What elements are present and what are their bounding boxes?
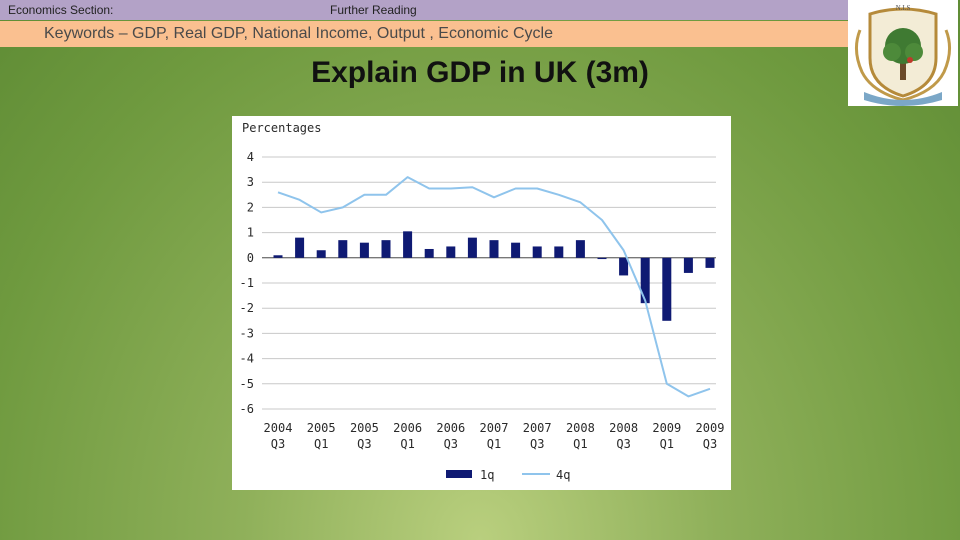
bar-1q	[705, 257, 715, 268]
bar-1q	[683, 257, 693, 273]
x-tick-quarter: Q3	[271, 437, 285, 451]
x-tick-quarter: Q3	[357, 437, 371, 451]
bar-1q	[640, 257, 650, 304]
bar-1q	[511, 242, 521, 258]
x-tick-year: 2004	[264, 421, 293, 435]
x-tick-quarter: Q3	[444, 437, 458, 451]
x-tick-year: 2005	[307, 421, 336, 435]
x-tick-quarter: Q3	[530, 437, 544, 451]
x-tick-year: 2007	[480, 421, 509, 435]
x-tick-year: 2007	[523, 421, 552, 435]
x-tick-quarter: Q1	[314, 437, 328, 451]
y-tick-label: 3	[247, 175, 254, 189]
bar-1q	[597, 257, 607, 260]
x-tick-year: 2008	[609, 421, 638, 435]
bar-1q	[489, 240, 499, 258]
x-tick-quarter: Q3	[616, 437, 630, 451]
bar-1q	[338, 240, 348, 258]
line-4q	[277, 176, 711, 398]
top-bar: Economics Section: Further Reading	[0, 0, 848, 20]
y-tick-label: -4	[240, 352, 254, 366]
x-tick-year: 2008	[566, 421, 595, 435]
gdp-chart-svg: Percentages 4 3 2 1 0 -1 -2 -3 -4 -5 -6 2004 Q3 2005 Q…	[240, 121, 725, 482]
x-tick-quarter: Q1	[660, 437, 674, 451]
x-tick-year: 2009	[696, 421, 725, 435]
x-tick-quarter: Q3	[703, 437, 717, 451]
x-tick-quarter: Q1	[400, 437, 414, 451]
legend-label-1q: 1q	[480, 468, 494, 482]
y-axis-label: Percentages	[242, 121, 321, 135]
x-tick-year: 2006	[436, 421, 465, 435]
keywords-text: Keywords – GDP, Real GDP, National Incom…	[44, 25, 553, 42]
y-tick-label: 2	[247, 200, 254, 214]
bar-1q	[295, 237, 305, 258]
legend-label-4q: 4q	[556, 468, 570, 482]
bar-1q	[316, 250, 326, 258]
x-tick-quarter: Q1	[573, 437, 587, 451]
y-tick-label: -1	[240, 276, 254, 290]
further-reading-link[interactable]: Further Reading	[330, 3, 417, 17]
bar-1q	[467, 237, 477, 258]
bar-1q	[619, 257, 629, 276]
y-tick-label: -6	[240, 402, 254, 416]
school-logo: N.I.S	[848, 0, 958, 106]
bar-1q	[381, 240, 391, 258]
bar-1q	[532, 246, 542, 258]
section-label: Economics Section:	[8, 3, 114, 17]
bar-1q	[403, 231, 413, 258]
y-tick-label: -2	[240, 301, 254, 315]
x-tick-year: 2005	[350, 421, 379, 435]
bar-1q	[554, 246, 564, 258]
logo-text: N.I.S	[895, 4, 911, 12]
bar-1q	[359, 242, 369, 258]
bar-1q	[575, 240, 585, 258]
bar-1q	[424, 248, 434, 258]
x-tick-quarter: Q1	[487, 437, 501, 451]
gdp-chart: Percentages 4 3 2 1 0 -1 -2 -3 -4 -5 -6 2004 Q3 2005 Q…	[232, 116, 731, 490]
legend-swatch-1q	[446, 470, 472, 478]
y-tick-label: 4	[247, 150, 254, 164]
y-tick-label: 1	[247, 226, 254, 240]
y-tick-label: -3	[240, 326, 254, 340]
x-tick-year: 2006	[393, 421, 422, 435]
page-title: Explain GDP in UK (3m)	[311, 56, 649, 89]
x-tick-year: 2009	[652, 421, 681, 435]
school-crest-icon	[855, 7, 951, 106]
bar-1q	[446, 246, 456, 258]
bar-1q	[662, 257, 672, 321]
bar-1q	[273, 255, 283, 258]
y-tick-label: 0	[247, 251, 254, 265]
y-tick-label: -5	[240, 377, 254, 391]
keywords-bar: Keywords – GDP, Real GDP, National Incom…	[0, 21, 848, 47]
